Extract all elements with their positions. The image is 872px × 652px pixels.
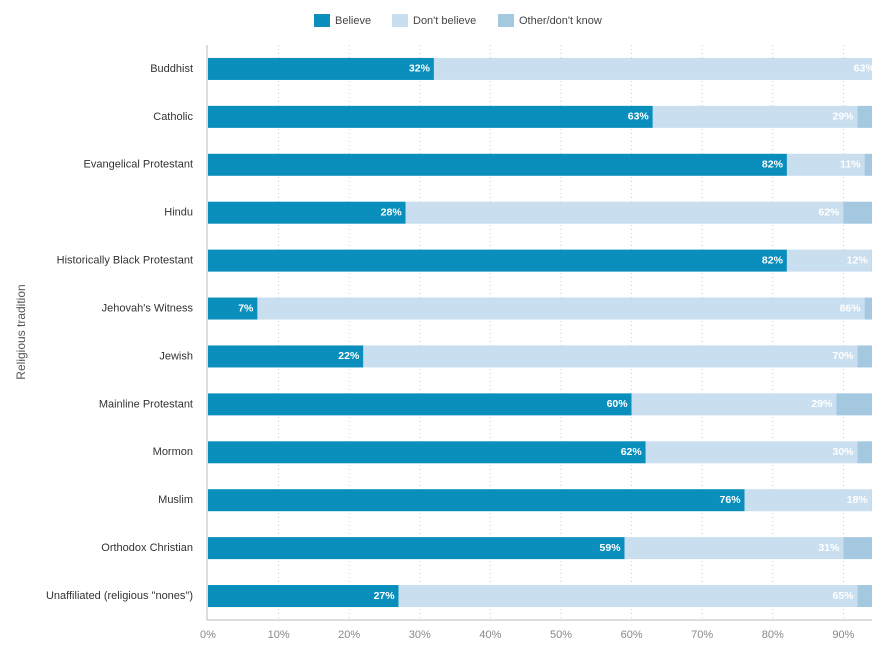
- bar-segment: [864, 297, 872, 320]
- data-label: 32%: [409, 63, 431, 75]
- bar-segment: [857, 585, 872, 608]
- bar-segment: [843, 537, 872, 560]
- y-tick-label: Jewish: [159, 350, 193, 362]
- x-tick-label: 0%: [200, 629, 216, 641]
- y-tick-label: Orthodox Christian: [101, 542, 193, 554]
- bar-segment: [786, 153, 865, 176]
- y-tick-label: Muslim: [158, 494, 193, 506]
- bar-segment: [257, 297, 865, 320]
- bar-segment: [864, 153, 872, 176]
- legend-swatch: [392, 14, 408, 27]
- bar-segment: [857, 105, 872, 128]
- bar-segment: [857, 345, 872, 368]
- y-tick-label: Catholic: [153, 111, 193, 123]
- bar-segment: [363, 345, 858, 368]
- x-tick-label: 90%: [832, 629, 854, 641]
- data-label: 11%: [840, 159, 861, 171]
- data-label: 12%: [847, 254, 869, 266]
- data-label: 62%: [818, 206, 840, 218]
- legend-swatch: [314, 14, 330, 27]
- y-axis-label: Religious tradition: [14, 284, 28, 379]
- bar-segment: [624, 537, 844, 560]
- bar-segment: [645, 441, 858, 464]
- data-label: 59%: [600, 542, 622, 554]
- y-tick-label: Buddhist: [150, 63, 193, 75]
- data-label: 63%: [628, 111, 650, 123]
- bar-segment: [208, 297, 258, 320]
- bar-segment: [208, 105, 653, 128]
- data-label: 30%: [833, 446, 855, 458]
- bar-segment: [208, 57, 434, 80]
- y-tick-label: Unaffiliated (religious "nones"): [46, 590, 193, 602]
- y-tick-label: Jehovah's Witness: [102, 302, 194, 314]
- bar-segment: [836, 393, 872, 416]
- bar-segment: [433, 57, 872, 80]
- bar-segment: [208, 489, 745, 512]
- x-tick-label: 30%: [409, 629, 431, 641]
- data-label: 18%: [847, 494, 869, 506]
- bar-segment: [843, 201, 872, 224]
- legend-label: Don't believe: [413, 15, 476, 27]
- bar-segment: [208, 345, 364, 368]
- data-label: 86%: [840, 302, 862, 314]
- x-tick-label: 10%: [268, 629, 290, 641]
- legend-swatch: [498, 14, 514, 27]
- data-label: 82%: [762, 254, 784, 266]
- legend-label: Other/don't know: [519, 15, 602, 27]
- bar-segment: [208, 537, 625, 560]
- bar-segment: [631, 393, 837, 416]
- data-label: 82%: [762, 159, 784, 171]
- data-label: 29%: [833, 111, 855, 123]
- x-tick-label: 70%: [691, 629, 713, 641]
- data-label: 7%: [238, 302, 254, 314]
- legend-label: Believe: [335, 15, 371, 27]
- x-tick-label: 80%: [762, 629, 784, 641]
- bar-segment: [208, 441, 646, 464]
- bar-segment: [405, 201, 844, 224]
- data-label: 22%: [338, 350, 360, 362]
- y-tick-label: Mainline Protestant: [99, 398, 193, 410]
- x-tick-label: 40%: [479, 629, 501, 641]
- y-tick-label: Evangelical Protestant: [84, 159, 193, 171]
- data-label: 31%: [818, 542, 840, 554]
- data-label: 28%: [381, 206, 403, 218]
- bar-segment: [398, 585, 858, 608]
- y-tick-label: Hindu: [164, 207, 193, 219]
- bar-segment: [208, 585, 399, 608]
- data-label: 29%: [811, 398, 833, 410]
- bar-segment: [208, 393, 632, 416]
- data-label: 62%: [621, 446, 643, 458]
- data-label: 76%: [720, 494, 742, 506]
- bar-segment: [786, 249, 872, 272]
- data-label: 65%: [833, 590, 855, 602]
- bar-segment: [208, 153, 787, 176]
- x-tick-label: 20%: [338, 629, 360, 641]
- bar-segment: [208, 249, 787, 272]
- data-label: 63%: [854, 63, 872, 75]
- data-label: 60%: [607, 398, 629, 410]
- bar-segment: [857, 441, 872, 464]
- x-tick-label: 50%: [550, 629, 572, 641]
- bar-segment: [744, 489, 872, 512]
- x-tick-label: 60%: [621, 629, 643, 641]
- bar-segment: [652, 105, 858, 128]
- y-tick-label: Historically Black Protestant: [57, 255, 193, 267]
- y-tick-label: Mormon: [153, 446, 193, 458]
- bar-segment: [208, 201, 406, 224]
- data-label: 70%: [833, 350, 855, 362]
- data-label: 27%: [374, 590, 396, 602]
